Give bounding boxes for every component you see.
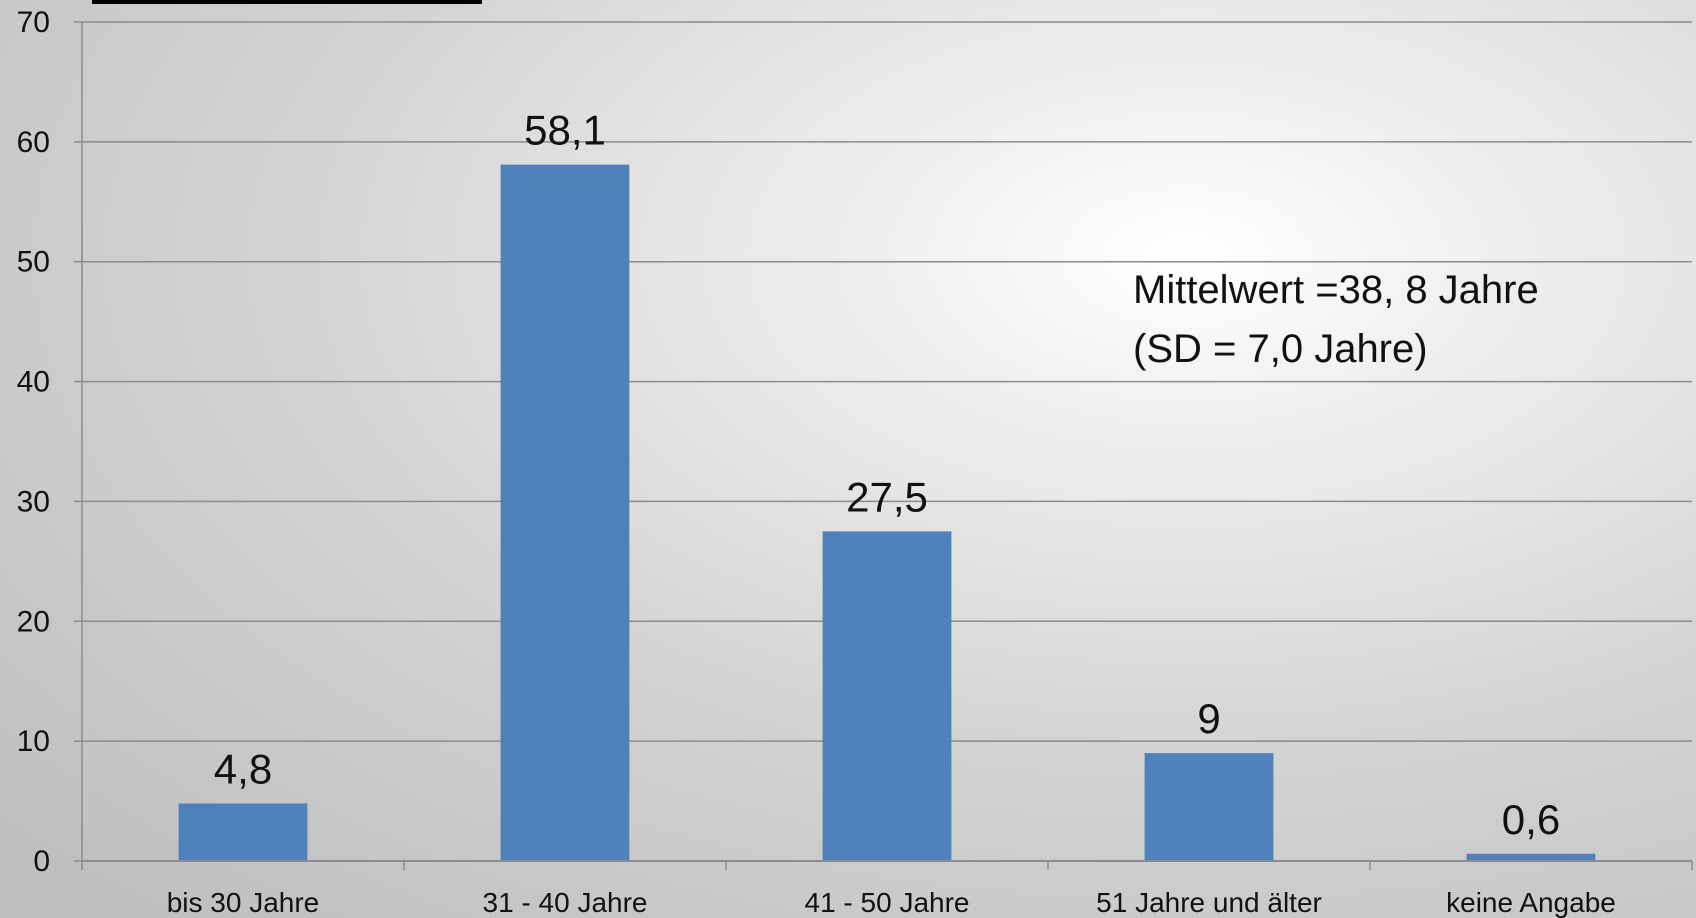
- y-tick-label: 40: [17, 366, 50, 399]
- value-label: 0,6: [1502, 796, 1560, 843]
- mean-annotation-line1: Mittelwert =38, 8 Jahre: [1133, 268, 1539, 312]
- category-label: 51 Jahre und älter: [1096, 887, 1322, 918]
- category-labels: bis 30 Jahre 31 - 40 Jahre 41 - 50 Jahre 51…: [167, 887, 1616, 918]
- gridlines: [82, 21, 1692, 742]
- bar: [178, 803, 308, 861]
- sd-annotation-line2: (SD = 7,0 Jahre): [1133, 327, 1428, 371]
- legend-box-fragment: [92, 0, 482, 4]
- y-tick-label: 20: [17, 605, 50, 638]
- bars: [178, 164, 1596, 861]
- value-label: 58,1: [524, 107, 606, 154]
- bar: [1466, 853, 1596, 861]
- bar: [822, 531, 952, 861]
- y-tick-label: 10: [17, 725, 50, 758]
- y-tick-label: 30: [17, 485, 50, 518]
- y-tick-label: 0: [33, 845, 50, 878]
- category-label: keine Angabe: [1446, 887, 1616, 918]
- category-label: 31 - 40 Jahre: [483, 887, 648, 918]
- y-axis-ticks: 0 10 20 30 40 50 60 70: [17, 6, 82, 878]
- bar: [1144, 753, 1274, 861]
- y-tick-label: 60: [17, 126, 50, 159]
- value-label: 4,8: [214, 745, 272, 792]
- category-label: bis 30 Jahre: [167, 887, 320, 918]
- category-label: 41 - 50 Jahre: [805, 887, 970, 918]
- value-labels: 4,8 58,1 27,5 9 0,6: [214, 107, 1560, 843]
- value-label: 9: [1197, 695, 1220, 742]
- x-axis: [81, 22, 1693, 870]
- bar: [500, 164, 630, 861]
- y-tick-label: 70: [17, 6, 50, 39]
- value-label: 27,5: [846, 473, 928, 520]
- y-tick-label: 50: [17, 246, 50, 279]
